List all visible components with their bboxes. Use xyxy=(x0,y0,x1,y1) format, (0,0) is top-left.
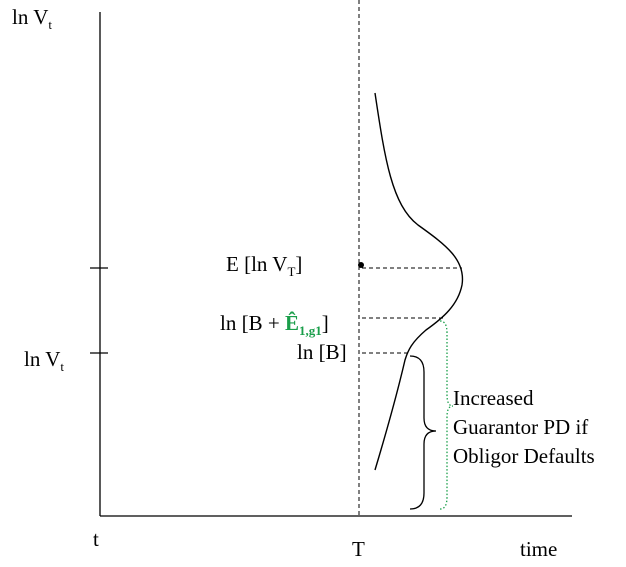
expected-value-dot xyxy=(358,262,364,268)
brace-caption-line-1: Increased xyxy=(453,386,534,410)
x-origin-label: t xyxy=(93,527,99,551)
obligor-brace xyxy=(409,355,437,510)
obligor-threshold-label: ln [B] xyxy=(297,340,347,364)
brace-caption-line-3: Obligor Defaults xyxy=(453,444,595,468)
brace-caption-line-2: Guarantor PD if xyxy=(453,415,588,439)
y-tick-label: ln Vt xyxy=(24,347,64,374)
y-axis-title: ln Vt xyxy=(12,5,52,32)
distribution-curve xyxy=(374,92,464,471)
expected-value-label: E [ln VT] xyxy=(226,252,302,279)
guarantor-threshold-label: ln [B + Ê1,g1] xyxy=(220,311,329,338)
x-axis-title: time xyxy=(520,537,557,561)
x-maturity-label: T xyxy=(352,537,365,561)
guarantor-brace xyxy=(439,320,454,510)
